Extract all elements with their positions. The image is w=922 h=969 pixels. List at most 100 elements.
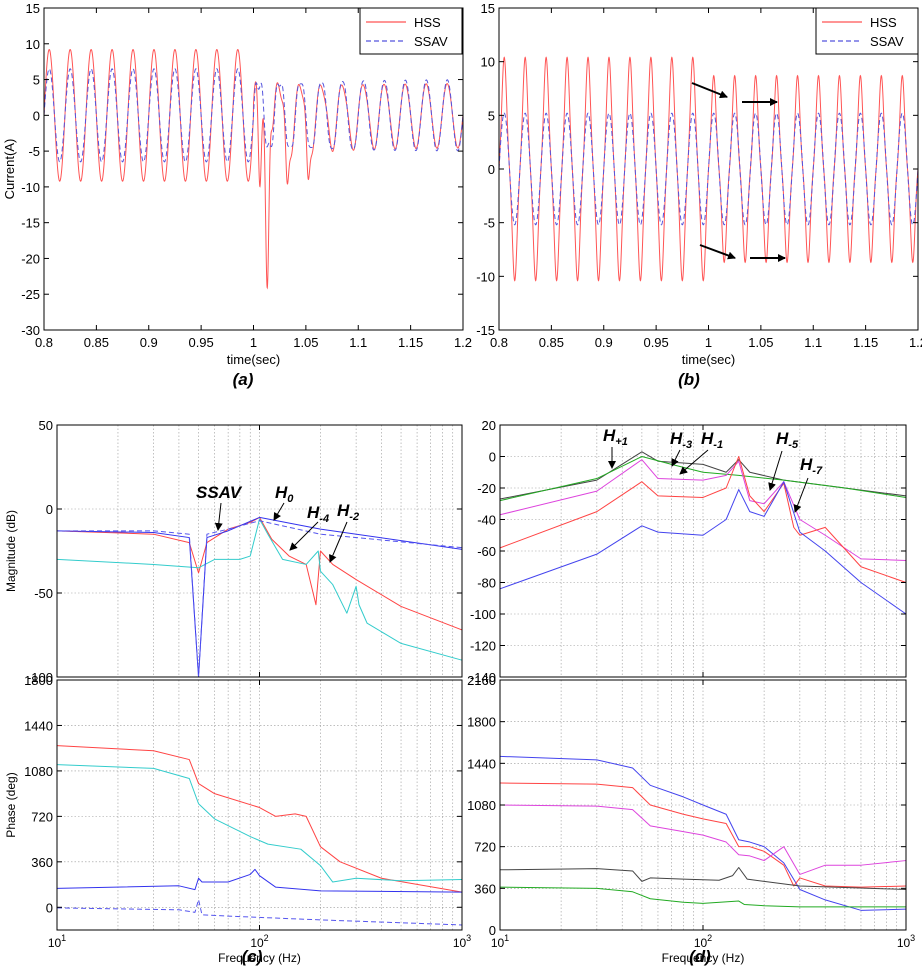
- y-tick-label: 1800: [24, 673, 53, 688]
- x-tick-label: 0.95: [643, 335, 668, 350]
- x-tick-label: 0.85: [539, 335, 564, 350]
- y-tick-label: -120: [470, 639, 496, 654]
- x-tick-base: 10: [897, 936, 911, 950]
- y-tick-label: 5: [33, 73, 40, 88]
- caption-a: (a): [233, 370, 254, 389]
- series-1: [56, 518, 463, 661]
- x-tick-label: 0.8: [490, 335, 508, 350]
- y-tick-label: 1440: [467, 756, 496, 771]
- y-axis-label: Current(A): [2, 139, 17, 200]
- x-tick-label: 101: [48, 933, 66, 950]
- annotation-h-1: H-1: [701, 429, 723, 451]
- annotation-h+1: H+1: [603, 426, 628, 448]
- series-4: [499, 886, 906, 908]
- y-tick-label: -5: [28, 144, 40, 159]
- legend-b-hss-label: HSS: [870, 15, 897, 30]
- series-2: [56, 516, 463, 678]
- series-ssav: [43, 68, 464, 163]
- x-tick-base: 10: [48, 936, 62, 950]
- x-tick-label: 0.85: [84, 335, 109, 350]
- y-tick-label: 50: [39, 418, 53, 433]
- x-axis-label: time(sec): [682, 352, 735, 367]
- x-tick-label: 1.1: [349, 335, 367, 350]
- legend-b-ssav-label: SSAV: [870, 34, 904, 49]
- x-tick-label: 1.15: [398, 335, 423, 350]
- x-tick-label: 103: [453, 933, 471, 950]
- y-tick-label: 1440: [24, 718, 53, 733]
- series-2: [56, 868, 463, 893]
- y-tick-label: 720: [474, 840, 496, 855]
- y-tick-label: 0: [489, 923, 496, 938]
- x-tick-label: 1.05: [748, 335, 773, 350]
- y-tick-label: 20: [482, 418, 496, 433]
- y-tick-label: 0: [33, 108, 40, 123]
- y-tick-label: -15: [476, 323, 495, 338]
- grid: [57, 425, 462, 677]
- x-tick-label: 1.2: [909, 335, 922, 350]
- y-axis-label: Magnitude (dB): [4, 510, 18, 592]
- y-tick-label: 360: [31, 855, 53, 870]
- series-1: [499, 782, 907, 888]
- y-tick-label: 0: [488, 162, 495, 177]
- x-tick-label: 1.05: [293, 335, 318, 350]
- series-2: [499, 804, 907, 875]
- caption-c: (c): [242, 947, 263, 966]
- series-3: [57, 520, 463, 678]
- y-tick-label: 1080: [467, 798, 496, 813]
- y-tick-label: 15: [26, 1, 40, 16]
- y-tick-label: 10: [26, 37, 40, 52]
- y-tick-label: 5: [488, 108, 495, 123]
- x-tick-label: 1: [250, 335, 257, 350]
- y-tick-label: -20: [21, 251, 40, 266]
- x-tick-label: 1.15: [853, 335, 878, 350]
- series-ssav: [498, 112, 919, 226]
- caption-d: (d): [689, 947, 711, 966]
- legend-a-ssav-label: SSAV: [414, 34, 448, 49]
- plot-area: [57, 680, 462, 930]
- x-tick-label: 1.2: [454, 335, 472, 350]
- x-tick-label: 1: [705, 335, 712, 350]
- y-tick-label: 0: [489, 450, 496, 465]
- x-tick-exponent: 1: [504, 933, 509, 943]
- annotation-h-3: H-3: [670, 429, 692, 451]
- y-tick-label: 10: [481, 55, 495, 70]
- annotation-h-5: H-5: [776, 429, 799, 451]
- y-tick-label: 1080: [24, 764, 53, 779]
- y-tick-label: 360: [474, 881, 496, 896]
- grid: [57, 680, 462, 930]
- y-tick-label: 720: [31, 809, 53, 824]
- arrow-b-lower-1: [699, 244, 736, 260]
- x-tick-exponent: 2: [707, 933, 712, 943]
- annotation-ssav: SSAV: [196, 483, 243, 502]
- series-1: [499, 456, 907, 502]
- series-4: [499, 481, 907, 615]
- x-tick-exponent: 3: [910, 933, 915, 943]
- annotation-h0: H0: [275, 483, 294, 505]
- x-tick-base: 10: [694, 936, 708, 950]
- series-2: [499, 459, 907, 561]
- y-tick-label: -10: [21, 180, 40, 195]
- panel-c-magnitude-plot: -100 -50 0 50 Magnitude (dB): [4, 418, 463, 685]
- legend-a: HSS SSAV: [359, 7, 463, 55]
- y-tick-label: -100: [27, 670, 53, 685]
- y-tick-label: -15: [21, 216, 40, 231]
- y-tick-label: -25: [21, 287, 40, 302]
- arrow-b-upper-1: [691, 82, 728, 99]
- panel-b-current-plot: -15 -10 -5 0 5 10 15 0.8 0.85 0.9 0.95 1 1.05 1.1 1.15…: [476, 1, 922, 367]
- y-tick-label: -30: [21, 323, 40, 338]
- y-axis-label: Phase (deg): [4, 772, 18, 837]
- y-tick-label: -5: [483, 216, 495, 231]
- caption-b: (b): [678, 370, 700, 389]
- y-tick-label: -140: [470, 670, 496, 685]
- x-tick-exponent: 1: [61, 933, 66, 943]
- legend-a-hss-label: HSS: [414, 15, 441, 30]
- annotation-h-7: H-7: [800, 455, 823, 477]
- y-tick-label: -40: [477, 513, 496, 528]
- series-1: [56, 764, 463, 883]
- series-0: [499, 755, 907, 911]
- x-tick-label: 0.9: [140, 335, 158, 350]
- y-tick-label: -80: [477, 576, 496, 591]
- panel-d-annotations: H+1 H-3 H-1 H-5 H-7: [603, 426, 823, 513]
